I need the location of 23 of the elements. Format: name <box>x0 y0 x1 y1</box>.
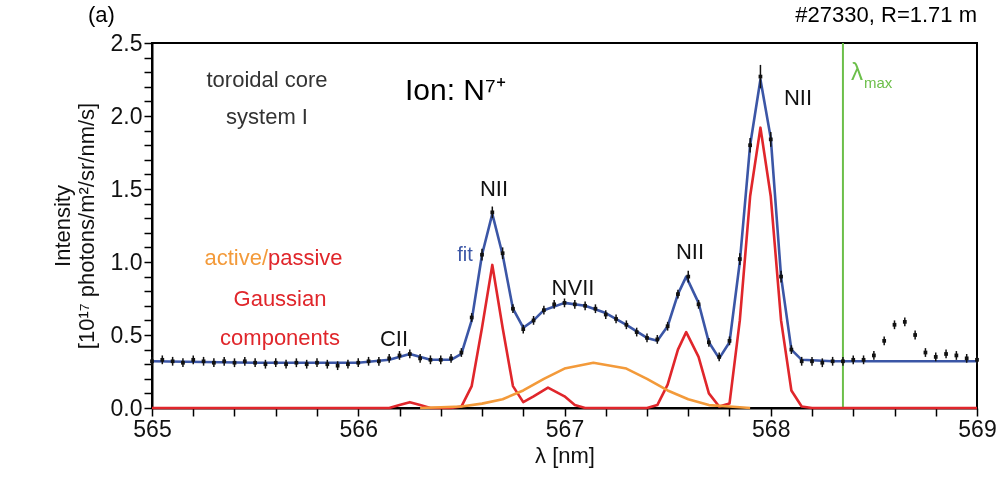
annotation: toroidal core system I <box>206 67 328 129</box>
annotation: NVII <box>551 275 595 300</box>
annotation: NII <box>675 239 705 264</box>
annotation: NII <box>479 176 509 201</box>
x-tick-label: 566 <box>339 415 378 442</box>
annotation: NII <box>783 85 813 110</box>
y-axis-title: Intensity [10¹⁷ photons/m²/sr/nm/s] <box>49 102 99 350</box>
y-tick-label: 2.5 <box>110 29 143 56</box>
annotation: active/passive Gaussian components <box>204 245 343 350</box>
y-tick-label: 1.5 <box>110 175 143 202</box>
annotation: Ion: N⁷⁺ <box>405 73 506 106</box>
x-tick-label: 567 <box>545 415 585 442</box>
y-tick-label: 2.0 <box>110 102 143 129</box>
annotation: CII <box>379 326 409 351</box>
x-tick-label: 568 <box>752 415 791 442</box>
chart-title: (a) <box>88 2 115 27</box>
text: #27330, R=1.71 m <box>795 2 977 27</box>
line-series <box>418 361 752 410</box>
x-tick-label: 569 <box>958 415 997 442</box>
y-tick-label: 0.5 <box>110 321 143 348</box>
x-axis-title: λ [nm] <box>535 442 595 468</box>
series-label: fit <box>457 243 474 265</box>
y-tick-label: 1.0 <box>110 248 143 275</box>
